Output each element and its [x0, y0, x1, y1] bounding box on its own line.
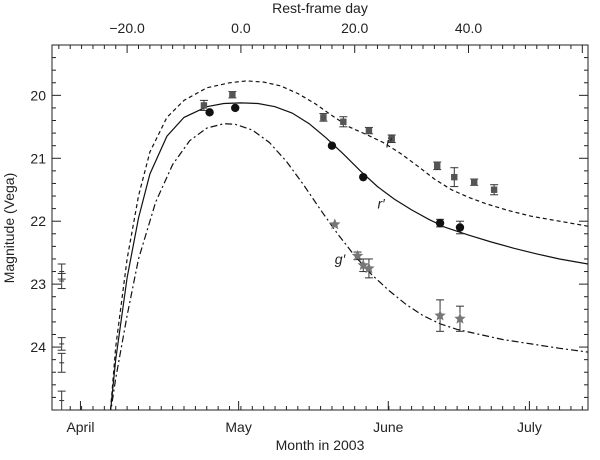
data-point-square: [490, 186, 498, 193]
curve-label: i′: [386, 135, 393, 151]
top-tick-label: −20.0: [109, 20, 145, 36]
data-point-square: [434, 162, 441, 170]
data-point-square: [451, 173, 458, 181]
data-point-square: [340, 118, 347, 125]
data-point-square: [470, 178, 478, 186]
month-tick-label: May: [225, 419, 251, 435]
plot-frame: [51, 44, 589, 411]
top-axis-title: Rest-frame day: [272, 0, 368, 16]
data-point-star: [351, 249, 364, 261]
top-tick-label: 0.0: [231, 20, 251, 36]
data-point-star: [363, 262, 375, 274]
data-point-circle: [455, 223, 465, 232]
data-point-star: [329, 218, 341, 230]
y-tick-label: 20: [30, 87, 46, 103]
model-curve-dashed: [109, 80, 588, 410]
y-tick-label: 23: [30, 276, 46, 292]
top-axis-ticks: −20.0 0.0 20.0 40.0: [58, 20, 583, 53]
curve-label: r′: [377, 196, 386, 212]
model-curve-solid: [110, 102, 588, 410]
data-point-star: [357, 259, 369, 271]
data-point-square: [388, 135, 395, 142]
data-point-star: [454, 312, 466, 324]
y-tick-label: 21: [30, 150, 46, 166]
top-tick-label: 20.0: [341, 20, 368, 36]
data-point-square: [365, 127, 373, 134]
data-point-star: [434, 309, 446, 321]
data-point-circle: [327, 141, 337, 150]
month-tick-label: April: [66, 419, 94, 435]
data-point-square: [200, 102, 208, 109]
y-tick-label: 22: [30, 213, 46, 229]
data-point-square: [320, 114, 327, 121]
month-tick-label: June: [373, 419, 404, 435]
data-point-circle: [435, 218, 445, 228]
top-tick-label: 40.0: [455, 20, 482, 36]
data-points: [57, 91, 499, 411]
curve-labels: i′ r′ g′: [335, 135, 393, 267]
bottom-axis-ticks: April May June July: [66, 401, 583, 435]
data-point-square: [229, 91, 236, 98]
x-axis-title: Month in 2003: [276, 437, 365, 453]
month-tick-label: July: [517, 419, 542, 435]
y-axis-ticks: 20 21 22 23 24: [30, 44, 588, 411]
model-curves: [109, 80, 588, 410]
curve-label: g′: [335, 251, 347, 267]
y-axis-title: Magnitude (Vega): [1, 173, 17, 284]
model-curve-dashdot: [110, 123, 588, 410]
data-point-circle: [205, 108, 214, 117]
y-tick-label: 24: [30, 339, 46, 355]
data-point-circle: [231, 103, 240, 113]
data-point-circle: [359, 172, 368, 182]
